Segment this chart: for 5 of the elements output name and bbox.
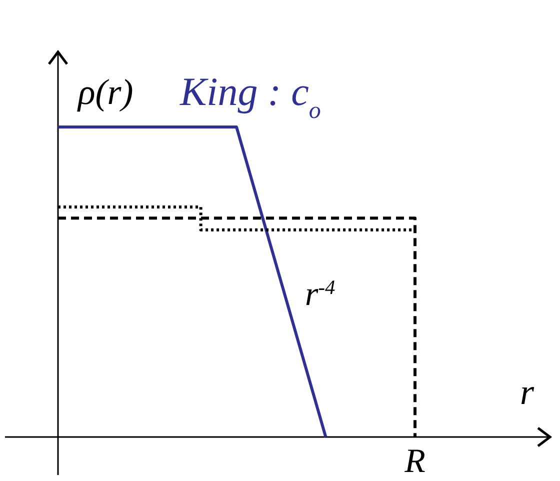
y-axis-title: ρ(r) (77, 72, 134, 112)
text: R (404, 443, 426, 480)
series-label: King : c$_{o}$ (179, 69, 321, 124)
x-axis-title: r (520, 372, 535, 412)
annotation: r$^{-4}$ (305, 276, 336, 313)
